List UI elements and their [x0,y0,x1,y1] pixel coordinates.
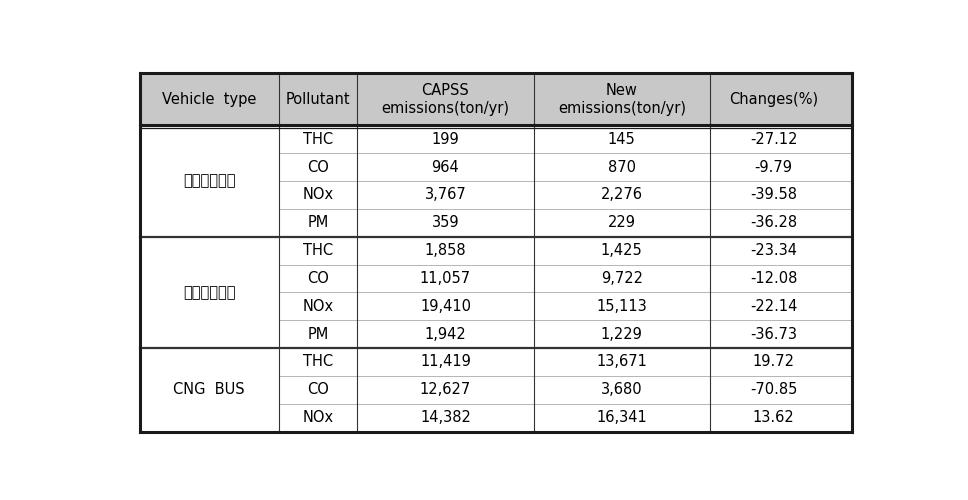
Text: THC: THC [303,354,333,370]
Text: CO: CO [307,160,329,174]
Text: 1,229: 1,229 [601,326,643,342]
Text: -22.14: -22.14 [750,299,798,314]
Text: PM: PM [307,326,328,342]
Text: Pollutant: Pollutant [286,92,350,107]
Bar [139,74,853,126]
Text: -27.12: -27.12 [750,132,798,147]
Text: 13.62: 13.62 [753,410,795,425]
Text: -23.34: -23.34 [750,243,798,258]
Text: NOx: NOx [302,410,334,425]
Text: 14,382: 14,382 [420,410,470,425]
Text: NOx: NOx [302,188,334,202]
Text: 9,722: 9,722 [601,271,643,286]
Text: 2,276: 2,276 [601,188,643,202]
Text: 964: 964 [432,160,460,174]
Text: 199: 199 [432,132,460,147]
Text: 13,671: 13,671 [596,354,648,370]
Text: CO: CO [307,271,329,286]
Text: -39.58: -39.58 [750,188,798,202]
Text: CNG  BUS: CNG BUS [173,382,245,398]
Text: THC: THC [303,132,333,147]
Text: -36.73: -36.73 [750,326,798,342]
Text: Changes(%): Changes(%) [729,92,818,107]
Text: New
emissions(ton/yr): New emissions(ton/yr) [558,83,685,116]
Text: 1,858: 1,858 [425,243,467,258]
Text: -70.85: -70.85 [750,382,798,398]
Text: 145: 145 [608,132,636,147]
Text: 16,341: 16,341 [596,410,648,425]
Text: 19,410: 19,410 [420,299,471,314]
Text: 3,680: 3,680 [601,382,643,398]
Text: 1,942: 1,942 [425,326,467,342]
Text: 12,627: 12,627 [420,382,471,398]
Text: CO: CO [307,382,329,398]
Text: 경유소형화물: 경유소형화물 [183,285,235,300]
Text: 11,057: 11,057 [420,271,471,286]
Text: -36.28: -36.28 [750,216,798,230]
Bar [139,126,853,236]
Text: -9.79: -9.79 [755,160,793,174]
Text: 경유소형승합: 경유소형승합 [183,174,235,188]
Text: 870: 870 [608,160,636,174]
Text: THC: THC [303,243,333,258]
Text: NOx: NOx [302,299,334,314]
Text: 359: 359 [432,216,459,230]
Text: Vehicle  type: Vehicle type [162,92,257,107]
Text: 229: 229 [608,216,636,230]
Bar [139,236,853,348]
Text: 1,425: 1,425 [601,243,643,258]
Text: 15,113: 15,113 [596,299,648,314]
Text: -12.08: -12.08 [750,271,798,286]
Text: PM: PM [307,216,328,230]
Text: 3,767: 3,767 [425,188,467,202]
Text: 11,419: 11,419 [420,354,470,370]
Bar [139,348,853,432]
Text: 19.72: 19.72 [753,354,795,370]
Text: CAPSS
emissions(ton/yr): CAPSS emissions(ton/yr) [381,83,509,116]
